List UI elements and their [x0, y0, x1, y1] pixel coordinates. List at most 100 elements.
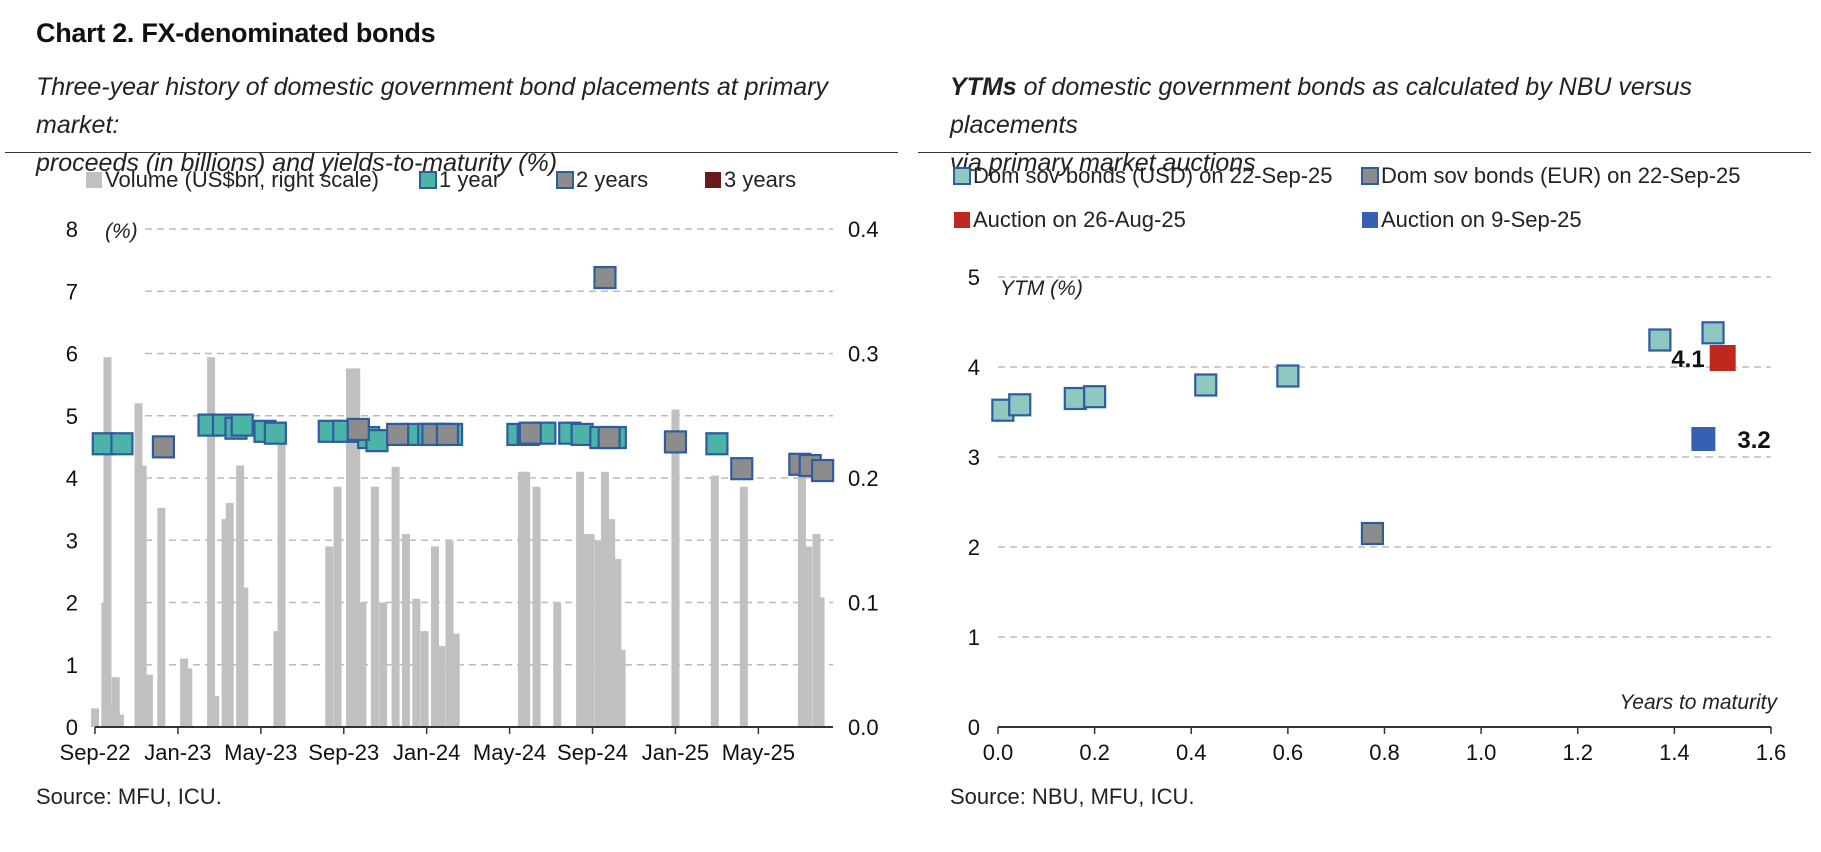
left-x-tick-label: Sep-22: [60, 740, 131, 765]
volume-bar: [236, 465, 245, 727]
yield-marker: [110, 432, 134, 456]
left-x-tick-label: May-24: [473, 740, 546, 765]
volume-bar: [797, 471, 806, 727]
volume-bar: [370, 486, 379, 727]
right-legend-label: Dom sov bonds (USD) on 22-Sep-25: [973, 163, 1333, 188]
volume-bar: [671, 409, 680, 727]
volume-bar: [115, 714, 124, 727]
left-y-tick-label: 3: [66, 528, 78, 553]
yield-marker: [263, 421, 287, 445]
ytm-marker: [1648, 328, 1672, 352]
volume-bar: [379, 602, 388, 727]
volume-bar: [451, 633, 460, 727]
right-x-tick-label: 1.6: [1756, 740, 1787, 765]
volume-bar: [522, 471, 531, 727]
yield-marker: [663, 430, 688, 454]
volume-bar: [345, 368, 354, 727]
volume-bar: [240, 587, 249, 727]
right-legend-label: Dom sov bonds (EUR) on 22-Sep-25: [1381, 163, 1741, 188]
left-legend-label: Volume (US$bn, right scale): [105, 167, 379, 192]
yield-marker: [230, 413, 254, 437]
volume-bar: [211, 695, 220, 727]
right-subtitle-line2: via primary market auctions: [950, 149, 1256, 177]
ytm-marker: [1008, 393, 1032, 417]
right-axis-tick-label: 0.3: [848, 342, 879, 367]
volume-bar: [157, 507, 166, 727]
volume-bar: [532, 486, 541, 727]
volume-bar: [739, 486, 748, 727]
right-x-tick-label: 0.8: [1369, 740, 1400, 765]
right-header-rule: [918, 152, 1811, 153]
right-subtitle-line1: YTMs of domestic government bonds as cal…: [950, 68, 1810, 144]
right-x-tick-label: 1.4: [1659, 740, 1690, 765]
left-x-tick-label: Jan-23: [144, 740, 211, 765]
left-legend-label: 3 years: [724, 167, 796, 192]
yield-marker: [705, 432, 729, 456]
right-x-tick-label: 1.2: [1562, 740, 1593, 765]
right-legend-label: Auction on 9-Sep-25: [1381, 207, 1582, 232]
volume-bar: [580, 534, 589, 727]
right-y-tick-label: 2: [968, 535, 980, 560]
volume-bar: [401, 534, 410, 727]
volume-bar: [812, 534, 821, 727]
left-source-note: Source: MFU, ICU.: [36, 784, 222, 809]
left-x-tick-label: Sep-24: [557, 740, 628, 765]
left-legend-label: 1 year: [439, 167, 500, 192]
volume-bar: [613, 558, 622, 727]
page-title: Chart 2. FX-denominated bonds: [36, 18, 436, 48]
volume-bar: [221, 519, 230, 727]
right-chart-subtitle: YTMs of domestic government bonds as cal…: [950, 68, 1810, 182]
volume-bar: [804, 546, 813, 727]
right-legend-swatch: [954, 212, 970, 228]
volume-bar: [710, 475, 719, 727]
volume-bar: [437, 646, 446, 727]
right-axis-tick-label: 0.0: [848, 715, 879, 740]
volume-bar: [333, 486, 342, 727]
left-x-tick-label: Sep-23: [308, 740, 379, 765]
right-axis-tick-label: 0.4: [848, 217, 879, 242]
volume-bar: [225, 502, 234, 727]
left-legend-swatch: [705, 172, 721, 188]
yield-marker: [518, 421, 542, 445]
volume-bar: [553, 602, 562, 727]
right-legend-label: Auction on 26-Aug-25: [973, 207, 1186, 232]
right-y-tick-label: 1: [968, 625, 980, 650]
yield-marker: [386, 422, 410, 447]
right-x-tick-label: 1.0: [1466, 740, 1497, 765]
left-y-tick-label: 7: [66, 279, 78, 304]
yield-marker: [435, 422, 460, 447]
right-y-tick-label: 3: [968, 445, 980, 470]
volume-bar: [325, 546, 334, 727]
auction-marker: [1691, 427, 1716, 451]
volume-bar: [594, 540, 603, 727]
volume-bar: [412, 598, 421, 727]
volume-bar: [138, 465, 147, 727]
volume-bar: [430, 546, 439, 727]
left-y-tick-label: 1: [66, 653, 78, 678]
left-y-axis-label: (%): [105, 220, 138, 243]
left-y-tick-label: 8: [66, 217, 78, 242]
left-legend-label: 2 years: [576, 167, 648, 192]
left-subtitle-line2: proceeds (in billions) and yields-to-mat…: [36, 149, 558, 177]
right-legend-swatch: [1361, 167, 1379, 185]
right-y-axis-label: YTM (%): [1000, 277, 1083, 300]
volume-bar: [600, 471, 609, 727]
right-legend-swatch: [1362, 212, 1378, 228]
left-x-tick-label: May-23: [224, 740, 297, 765]
right-axis-tick-label: 0.2: [848, 466, 879, 491]
right-y-tick-label: 4: [968, 355, 980, 380]
left-y-tick-label: 5: [66, 404, 78, 429]
left-y-tick-label: 2: [66, 591, 78, 616]
volume-bar: [420, 631, 429, 727]
ytm-marker: [1701, 321, 1725, 345]
yield-marker: [593, 265, 617, 290]
left-chart-subtitle: Three-year history of domestic governmen…: [36, 68, 896, 182]
ytm-marker: [1083, 385, 1107, 409]
left-x-tick-label: Jan-24: [393, 740, 460, 765]
volume-bar: [518, 471, 527, 727]
yield-marker: [597, 425, 621, 450]
volume-bar: [134, 403, 143, 727]
right-x-tick-label: 0.0: [983, 740, 1014, 765]
volume-bar: [617, 649, 626, 727]
